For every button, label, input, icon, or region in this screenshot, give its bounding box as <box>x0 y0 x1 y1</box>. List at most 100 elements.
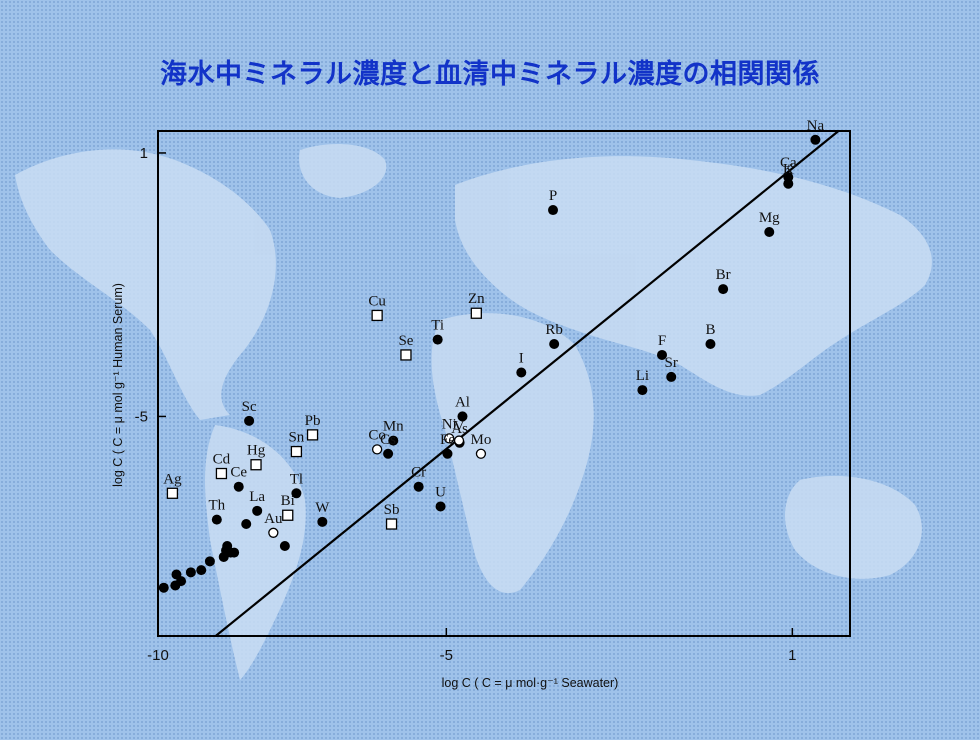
point-label-fe: Fe <box>440 432 455 448</box>
point-label-p: P <box>549 188 557 204</box>
point-label-k: K <box>783 162 794 178</box>
point-open-circle <box>444 433 455 444</box>
point-filled <box>185 567 196 578</box>
point-filled <box>435 501 446 512</box>
map-south-america <box>205 425 306 680</box>
point-filled <box>516 367 527 378</box>
point-filled <box>241 519 252 530</box>
point-filled <box>158 582 169 593</box>
map-africa <box>431 313 594 594</box>
map-north-america <box>15 149 276 421</box>
point-open-square <box>385 518 398 530</box>
point-filled <box>442 448 453 459</box>
point-label-sn: Sn <box>288 430 304 446</box>
point-open-square <box>250 459 262 471</box>
point-label-mo: Mo <box>471 432 492 448</box>
point-filled <box>233 481 244 492</box>
x-ticks: -10 -5 1 <box>147 628 797 664</box>
point-labels: NaKCaMgBrBFSrLiPRbITiAlAsFeCrUMnCsWScLaC… <box>163 118 824 527</box>
point-open-circle <box>475 448 487 459</box>
point-open-square <box>215 467 228 480</box>
point-filled <box>783 172 794 183</box>
point-label-ti: Ti <box>431 318 444 334</box>
data-points <box>158 134 821 593</box>
point-label-li: Li <box>636 368 649 384</box>
x-tick-label: 1 <box>788 647 796 664</box>
point-filled <box>279 540 290 551</box>
point-filled <box>718 284 729 295</box>
page-title: 海水中ミネラル濃度と血清中ミネラル濃度の相関関係 <box>160 59 820 90</box>
point-label-ag: Ag <box>163 471 182 487</box>
point-open-circle <box>371 444 383 455</box>
point-label-as: As <box>451 421 468 437</box>
point-label-al: Al <box>455 394 470 410</box>
point-label-co: Co <box>368 427 386 443</box>
world-map-background <box>15 144 932 680</box>
point-filled <box>764 227 775 237</box>
point-label-v: V <box>454 419 465 435</box>
point-filled <box>388 435 399 446</box>
point-label-sc: Sc <box>242 399 257 415</box>
point-label-w: W <box>315 500 330 516</box>
y-tick-label: -5 <box>135 408 148 425</box>
point-filled <box>211 514 222 525</box>
point-label-la: La <box>249 489 265 505</box>
point-filled <box>457 411 468 422</box>
point-label-ce: Ce <box>230 465 247 481</box>
point-filled <box>666 371 677 382</box>
point-open-square <box>290 445 303 458</box>
point-label-br: Br <box>716 267 731 283</box>
y-ticks: 1 -5 <box>135 145 166 425</box>
point-open-square <box>166 487 179 499</box>
point-label-th: Th <box>208 498 225 514</box>
point-open-circle <box>453 435 465 446</box>
point-filled <box>171 569 182 580</box>
point-open-square <box>371 309 383 322</box>
point-filled <box>244 415 255 426</box>
point-label-cu: Cu <box>368 293 386 309</box>
point-open-square <box>306 429 319 441</box>
point-label-rb: Rb <box>545 322 563 338</box>
point-label-i: I <box>519 351 524 367</box>
point-filled <box>204 556 215 567</box>
map-europe-asia <box>455 156 932 396</box>
point-filled <box>413 481 424 492</box>
point-filled <box>317 516 328 527</box>
point-filled <box>810 134 821 145</box>
x-tick-label: -10 <box>147 647 169 664</box>
point-label-cd: Cd <box>213 452 231 468</box>
point-label-cr: Cr <box>411 465 426 481</box>
y-axis-label: log C ( C = μ mol g⁻¹ Human Serum) <box>111 283 125 487</box>
point-filled <box>637 385 648 396</box>
x-tick-label: -5 <box>440 647 453 664</box>
point-label-tl: Tl <box>290 471 303 487</box>
point-label-na: Na <box>807 118 825 134</box>
map-australia <box>784 475 922 579</box>
point-label-cs: Cs <box>380 432 396 448</box>
point-filled <box>548 205 559 216</box>
point-filled <box>252 505 263 516</box>
point-filled <box>229 547 240 558</box>
point-filled <box>657 349 668 360</box>
point-label-b: B <box>705 322 715 338</box>
point-filled <box>196 565 207 576</box>
plot-frame <box>157 130 851 637</box>
point-open-square <box>282 509 294 521</box>
point-label-sr: Sr <box>665 355 678 371</box>
point-filled <box>291 488 302 499</box>
point-filled <box>170 580 181 591</box>
point-filled <box>432 334 443 345</box>
point-label-hg: Hg <box>247 443 266 459</box>
point-open-circle <box>268 527 279 538</box>
point-filled <box>383 448 394 459</box>
point-label-ni: Ni <box>442 416 457 432</box>
point-label-zn: Zn <box>468 291 485 307</box>
point-label-f: F <box>658 333 666 349</box>
point-filled <box>221 545 232 556</box>
point-label-bi: Bi <box>281 493 295 509</box>
y-tick-label: 1 <box>140 145 148 162</box>
point-open-square <box>400 349 412 361</box>
point-filled <box>549 338 560 349</box>
point-label-sb: Sb <box>384 502 400 518</box>
